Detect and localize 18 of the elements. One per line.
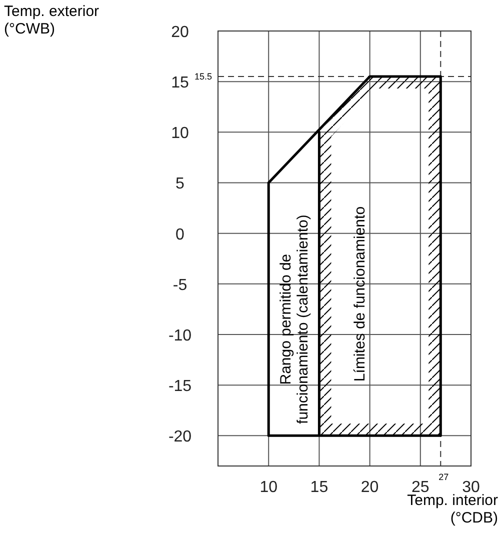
y-tick-label: -20 [168, 428, 192, 446]
y-tick-label: -10 [168, 327, 192, 344]
y-tick-label: -15 [168, 378, 192, 396]
annotation: Límites de funcionamiento [352, 206, 369, 382]
y-tick-label: 20 [171, 24, 189, 41]
x-tick-label: 10 [260, 479, 278, 496]
x-tick-label: 20 [360, 479, 379, 496]
y-axis-title: Temp. exterior (°CWB) [4, 3, 100, 38]
y-tick-label: -5 [172, 276, 188, 294]
ref-line-label: 15.5 [194, 72, 212, 82]
line-series [267, 75, 442, 437]
x-tick-label: 15 [310, 479, 328, 496]
ref-line-label: 27 [438, 472, 449, 482]
annotation: Rango permitido de funcionamiento (calentamiento) [277, 214, 312, 424]
y-tick-label: 5 [176, 176, 185, 193]
y-tick-label: 10 [171, 125, 189, 142]
y-tick-label: 15 [171, 74, 189, 92]
y-tick-label: 0 [176, 226, 185, 244]
